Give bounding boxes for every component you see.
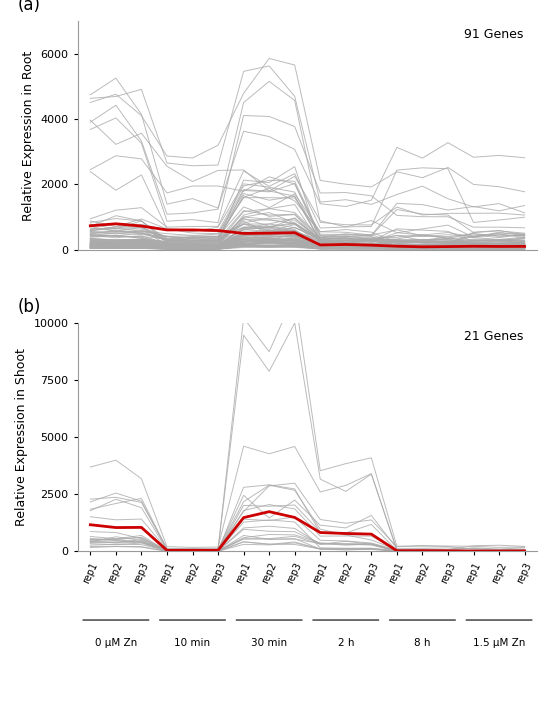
Text: 2 h: 2 h <box>337 638 354 648</box>
Text: 91 Genes: 91 Genes <box>464 28 524 41</box>
Text: 21 Genes: 21 Genes <box>464 329 524 343</box>
Text: 30 min: 30 min <box>251 638 287 648</box>
Text: (b): (b) <box>18 298 41 316</box>
Y-axis label: Relative Expression in Root: Relative Expression in Root <box>22 50 35 221</box>
Text: 8 h: 8 h <box>414 638 430 648</box>
Text: 10 min: 10 min <box>175 638 211 648</box>
Text: 0 μM Zn: 0 μM Zn <box>95 638 137 648</box>
Y-axis label: Relative Expression in Shoot: Relative Expression in Shoot <box>15 349 28 526</box>
Text: (a): (a) <box>18 0 41 14</box>
Text: 1.5 μM Zn: 1.5 μM Zn <box>473 638 525 648</box>
